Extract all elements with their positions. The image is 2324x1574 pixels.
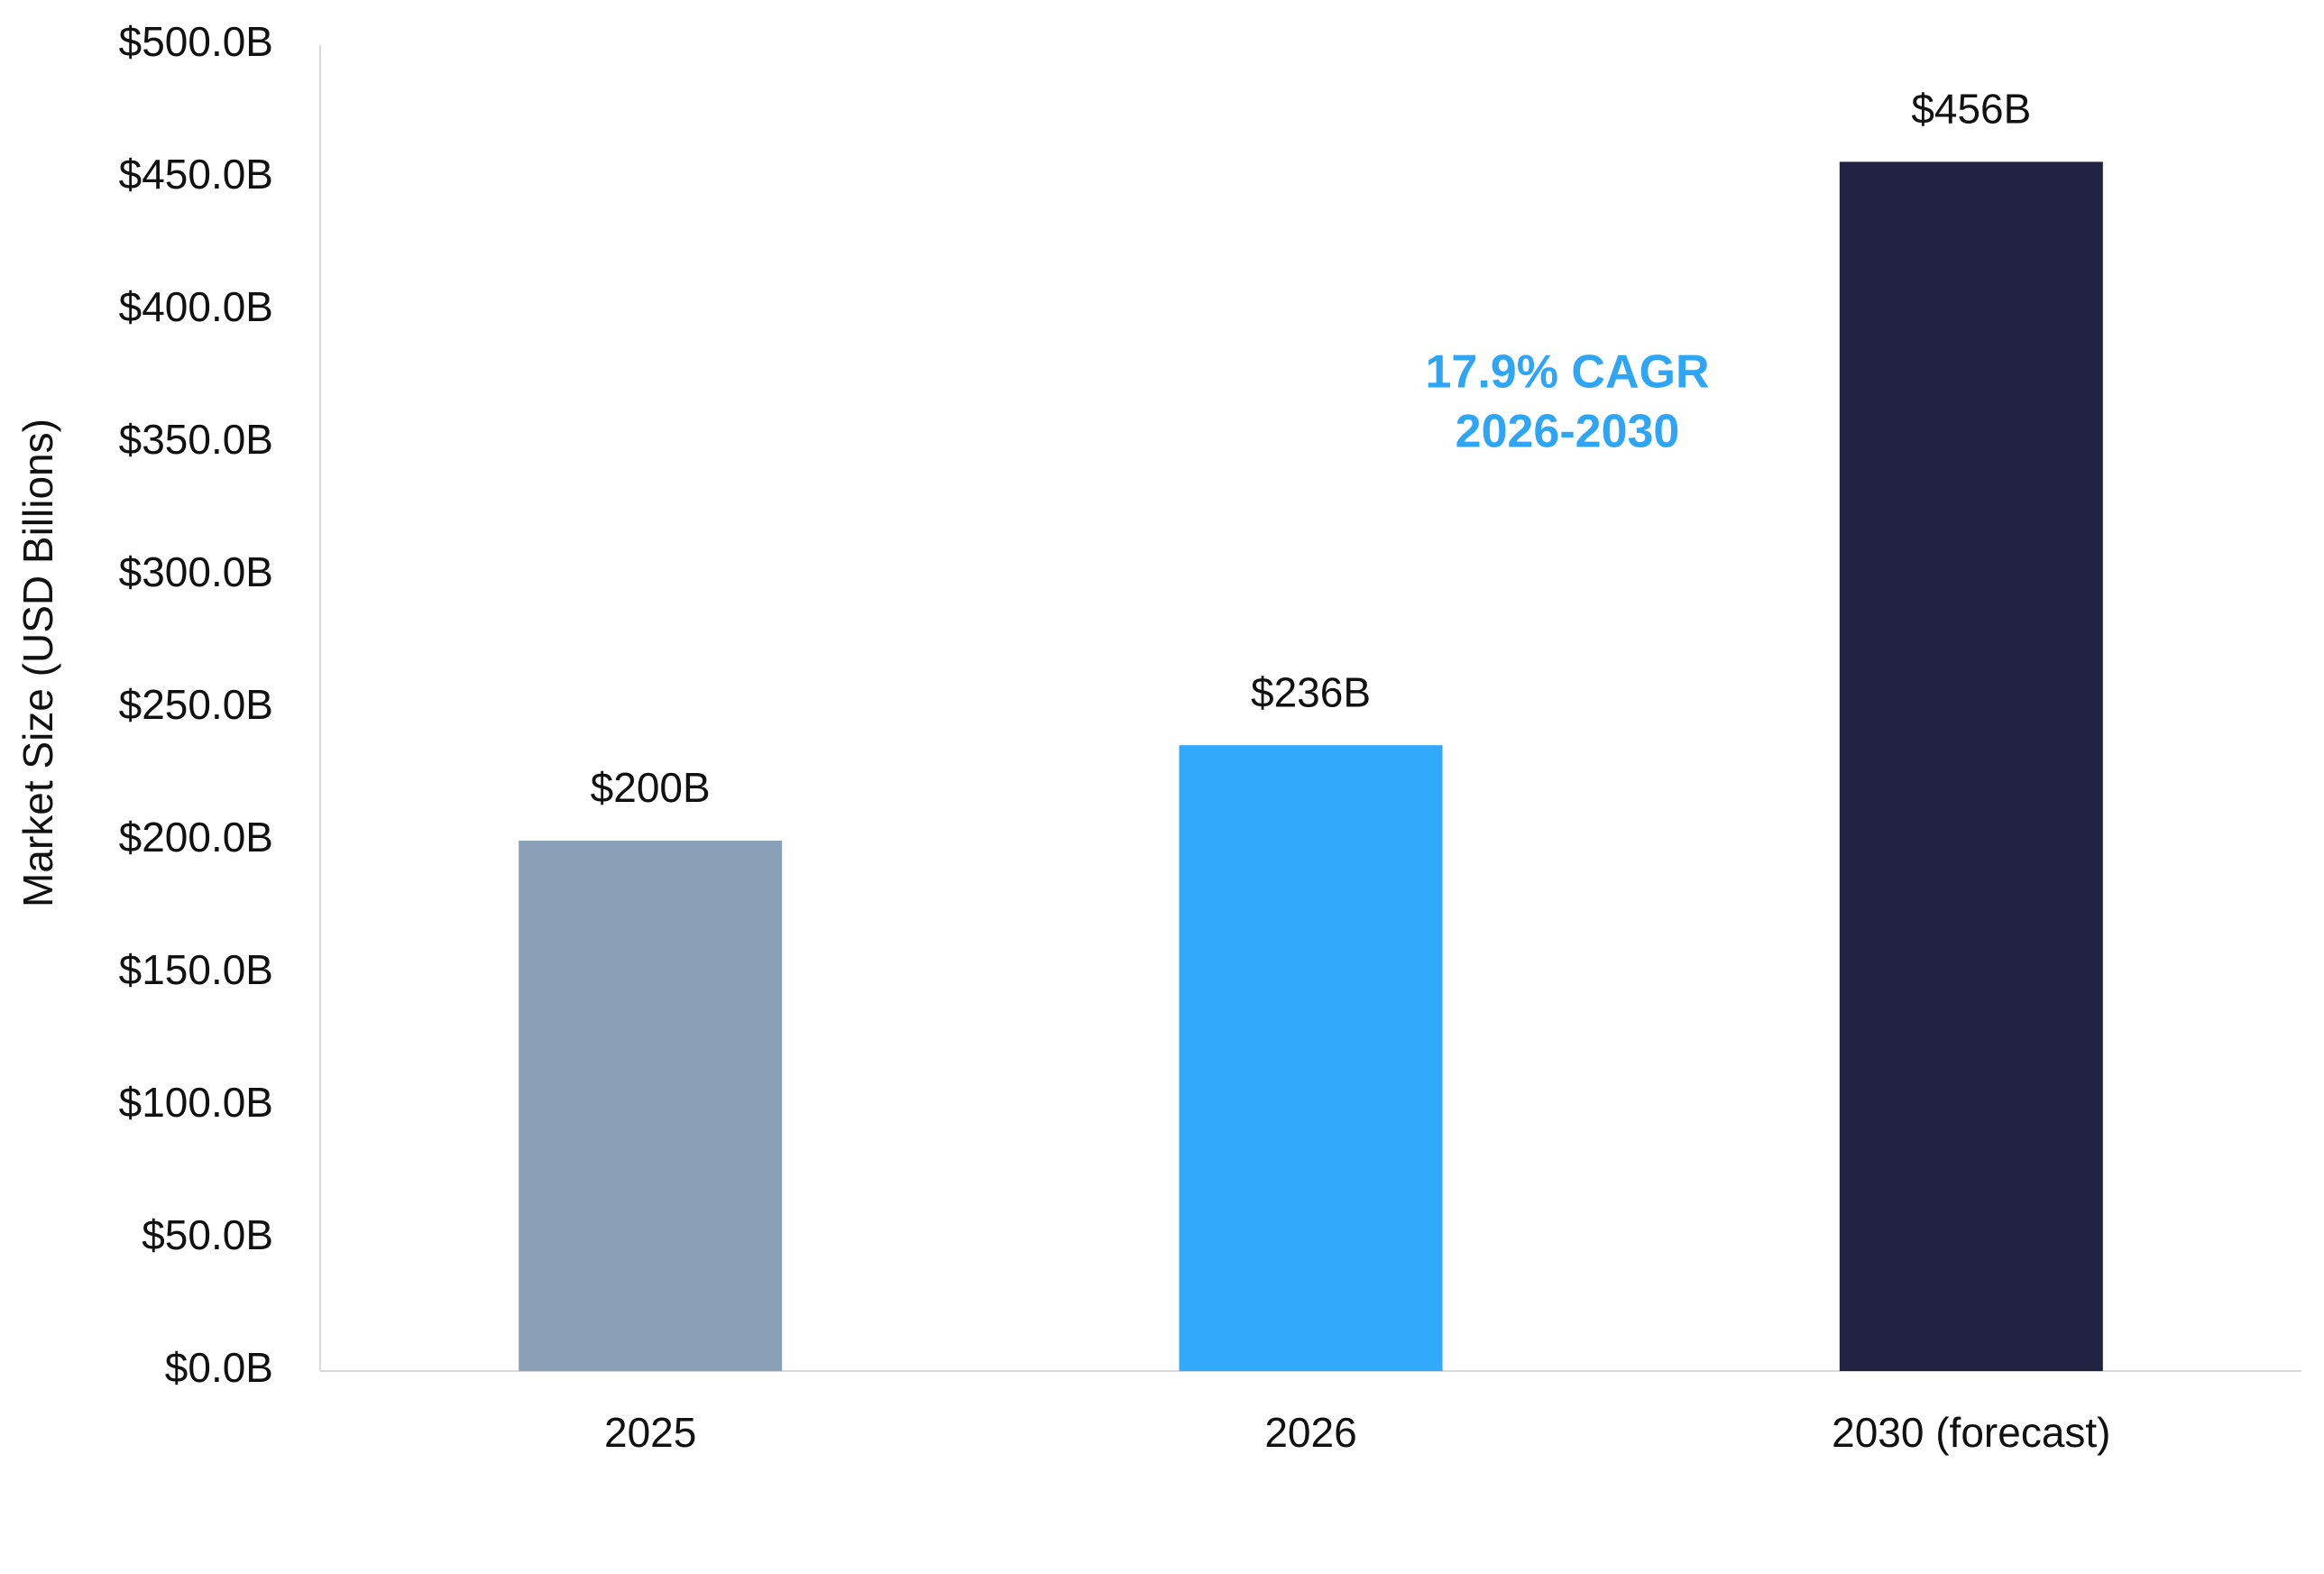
data-label: $200B [591,764,711,811]
y-tick-label: $150.0B [119,946,273,993]
y-tick-label: $450.0B [119,151,273,198]
y-axis-title: Market Size (USD Billions) [14,419,61,907]
x-tick-label: 2026 [1264,1409,1356,1456]
y-tick-label: $0.0B [165,1344,273,1391]
x-tick-label: 2030 (forecast) [1832,1409,2110,1456]
y-tick-label: $300.0B [119,548,273,595]
y-tick-label: $250.0B [119,681,273,728]
x-tick-label: 2025 [604,1409,696,1456]
y-tick-label: $350.0B [119,416,273,463]
y-tick-label: $100.0B [119,1079,273,1126]
annotation: 17.9% CAGR [1426,346,1710,399]
data-label: $456B [1911,86,2031,133]
y-tick-label: $500.0B [119,18,273,65]
data-label: $236B [1251,668,1371,715]
y-tick-label: $200.0B [119,814,273,861]
bar [1179,745,1443,1371]
y-tick-label: $400.0B [119,283,273,330]
y-tick-label: $50.0B [142,1211,273,1258]
bar [1839,161,2103,1372]
bar [519,841,783,1371]
annotation: 2026-2030 [1456,406,1680,458]
